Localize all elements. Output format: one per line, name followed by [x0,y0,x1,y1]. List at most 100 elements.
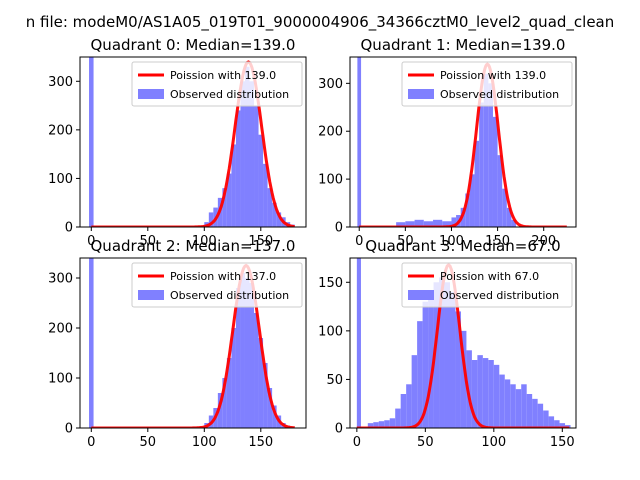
legend-label: Observed distribution [440,289,559,302]
histogram-bar [414,219,424,227]
legend-label: Observed distribution [170,88,289,101]
histogram-bar [357,57,362,227]
histogram-bar [254,313,259,428]
histogram-bar [244,66,250,227]
histogram-bar [217,393,223,428]
histogram-bar [356,258,361,428]
histogram-bar [554,420,560,428]
histogram-bar [400,394,407,428]
histogram-bar [466,350,472,428]
histogram-bar [367,423,374,428]
y-tick-label: 200 [48,322,73,337]
histogram-bar [222,188,227,227]
y-tick-label: 300 [48,75,73,90]
y-tick-label: 100 [48,372,73,387]
histogram-bar [537,403,544,428]
chart-title: Quadrant 1: Median=139.0 [361,36,566,54]
legend-label: Poission with 137.0 [170,270,276,283]
histogram-bar [249,283,255,428]
legend-box [131,61,303,107]
legend-label: Poission with 139.0 [440,69,546,82]
y-tick-label: 150 [318,276,343,291]
legend: Poission with 67.0 Observed distribution [401,262,573,308]
histogram-bar [510,384,516,428]
legend: Poission with 139.0 Observed distribution [401,61,573,107]
histogram-bar [433,219,443,227]
histogram-bar [263,363,268,428]
histogram-bar [378,421,385,428]
histogram-bar [442,221,452,227]
histogram-bar [499,374,505,428]
histogram-bar [471,360,478,428]
histogram-bar [258,338,264,428]
y-tick-label: 0 [65,221,73,236]
histogram-bar [89,57,94,227]
legend-bar-swatch [408,89,434,99]
histogram-bar [411,355,418,428]
histogram-bar [254,105,259,227]
y-tick-label: 0 [65,422,73,437]
histogram-bar [493,364,500,428]
histogram-bar [240,273,245,428]
x-tick-label: 150 [248,435,273,450]
histogram-bar [231,328,236,428]
plot-area [89,57,295,227]
legend-label: Poission with 67.0 [440,270,539,283]
histogram-bar [231,144,236,227]
histogram-bar [235,288,241,428]
histogram-bar [263,163,268,227]
y-tick-label: 50 [326,373,343,388]
histogram-bar [406,384,412,428]
histogram-bar [258,134,264,227]
histogram-bar [483,73,489,227]
histogram-bar [543,410,549,428]
histogram-bar [396,222,406,227]
histogram-bar [477,355,483,428]
histogram-bar [249,81,255,227]
axes-frame [79,257,307,429]
chart-panel-0: 0 50 100 150 0 100 200 300 Quadrant 0: Median=13… [48,36,307,249]
histogram-bar [240,81,245,227]
histogram-bar [267,188,273,227]
histogram-bar [451,217,457,227]
y-tick-label: 300 [48,272,73,287]
poisson-curve [91,60,295,227]
histogram-bar [276,212,282,227]
x-tick-label: 100 [439,234,464,249]
histogram-bar [488,360,494,428]
legend-bar-swatch [138,290,164,300]
x-tick-label: 150 [550,435,575,450]
histogram-bar [226,358,232,428]
chart-panel-2: 0 50 100 150 0 100 200 300 Quadrant 2: Median=13… [48,237,307,450]
histogram-bar [502,188,507,227]
histogram-bar [389,418,396,428]
histogram-bar [497,155,503,227]
x-tick-label: 50 [140,234,157,249]
y-tick-label: 100 [318,173,343,188]
histogram-bar [548,416,555,428]
poisson-curve [359,62,567,227]
plot-area [356,258,571,428]
poisson-curve [356,262,570,428]
legend-bar-swatch [408,290,434,300]
histogram-bar [373,422,379,428]
histogram-bar [474,140,480,227]
histogram-bar [449,292,456,428]
chart-panel-1: 0 50 100 150 200 0 100 200 300 Quadrant 1: Median… [318,36,577,249]
legend-box [401,262,573,308]
legend-box [401,61,573,107]
x-tick-label: 50 [140,435,157,450]
histogram-bar [526,394,533,428]
histogram-bar [244,278,250,428]
histogram-bar [492,116,498,227]
x-tick-label: 0 [87,435,95,450]
histogram-bar [267,388,273,428]
x-tick-label: 0 [87,234,95,249]
x-tick-label: 150 [248,234,273,249]
histogram-bar [423,221,434,227]
legend-label: Poission with 139.0 [170,69,276,82]
x-tick-label: 0 [353,435,361,450]
histogram-bar [444,282,450,428]
histogram-bar [455,311,461,428]
